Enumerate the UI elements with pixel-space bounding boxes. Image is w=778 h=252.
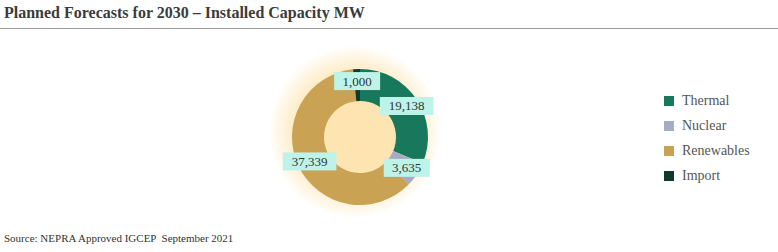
html-text:Nuclear: Nuclear bbox=[682, 117, 727, 133]
html-text:Renewables: Renewables bbox=[682, 142, 750, 158]
svg-text:19,138: 19,138 bbox=[389, 98, 425, 113]
svg-text:1,000: 1,000 bbox=[342, 74, 371, 89]
html-text:Thermal: Thermal bbox=[682, 92, 730, 108]
html-text:Import: Import bbox=[682, 167, 721, 183]
svg-text:3,635: 3,635 bbox=[392, 160, 421, 175]
svg-text:37,339: 37,339 bbox=[292, 154, 328, 169]
html-text:Source: NEPRA Approved IGCEP S: Source: NEPRA Approved IGCEP September 2… bbox=[4, 232, 234, 244]
html-text:Planned Forecasts for 2030 – I: Planned Forecasts for 2030 – Installed C… bbox=[4, 4, 365, 21]
